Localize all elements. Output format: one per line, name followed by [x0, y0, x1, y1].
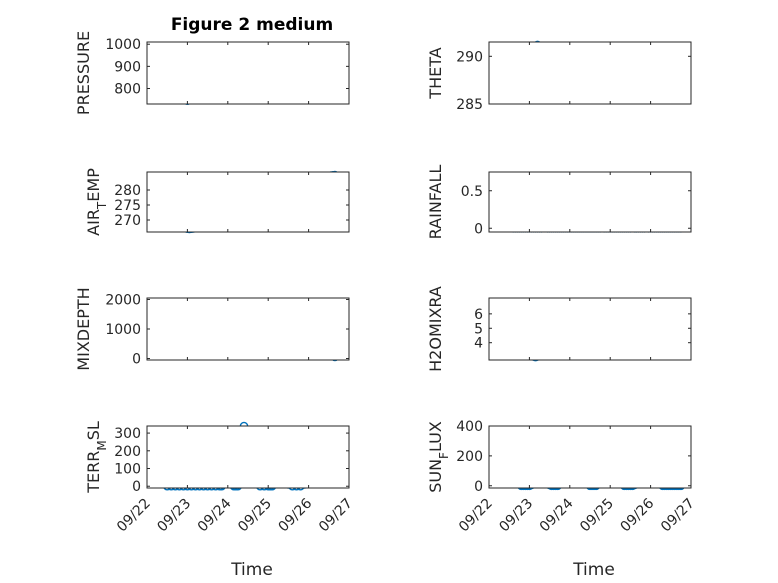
x-axis-label-left: Time — [230, 560, 273, 580]
y-tick-label: 0 — [474, 479, 483, 495]
y-tick-label: 300 — [114, 426, 141, 442]
y-axis-label: H2OMIXRA — [426, 286, 445, 372]
y-tick-label: 5 — [474, 321, 483, 337]
axes-frame — [488, 171, 692, 233]
y-tick-label: 800 — [114, 82, 141, 98]
y-axis-label: AIRTEMP — [84, 168, 109, 236]
y-tick-label: 200 — [114, 444, 141, 460]
y-tick-label: 1000 — [105, 322, 141, 338]
subplot-rainfall: 0 0.5 RAINFALL — [426, 165, 692, 240]
axes-frame — [146, 297, 350, 361]
subplot-theta: 285 290 THETA — [426, 40, 692, 113]
y-tick-label: 200 — [456, 449, 483, 465]
y-tick-label: 1000 — [105, 37, 141, 53]
y-tick-label: 0.5 — [461, 184, 483, 200]
y-axis-label: PRESSURE — [74, 31, 93, 115]
axes-frame — [146, 171, 350, 233]
y-tick-label: 4 — [474, 336, 483, 352]
y-tick-label: 0 — [132, 479, 141, 495]
y-tick-label: 0 — [132, 352, 141, 368]
y-tick-label: 6 — [474, 307, 483, 323]
axes-frame — [488, 425, 692, 489]
y-tick-label: 280 — [114, 183, 141, 199]
y-tick-label: 400 — [456, 419, 483, 435]
axes-frame — [146, 41, 350, 105]
y-axis-label: THETA — [426, 47, 445, 99]
y-tick-label: 275 — [114, 198, 141, 214]
x-axis-label-right: Time — [572, 560, 615, 580]
subplot-h2omixra: 456 H2OMIXRA — [426, 286, 692, 372]
y-axis-label: MIXDEPTH — [74, 287, 93, 370]
y-tick-label: 900 — [114, 59, 141, 75]
axes-frame — [488, 41, 692, 105]
axes-frame — [146, 425, 350, 489]
y-tick-label: 0 — [474, 221, 483, 237]
y-axis-label: RAINFALL — [426, 165, 445, 240]
y-tick-label: 100 — [114, 462, 141, 478]
y-tick-label: 290 — [456, 49, 483, 65]
axes-frame — [488, 297, 692, 361]
y-axis-label: SUNFLUX — [426, 421, 451, 493]
y-tick-label: 2000 — [105, 292, 141, 308]
subplot-pressure: 800 900 1000 PRESSURE — [74, 31, 350, 115]
subplot-mixdepth: 0 1000 2000 MIXDEPTH — [74, 287, 350, 371]
y-axis-label: TERRMSL — [84, 421, 109, 494]
figure-title: Figure 2 medium — [171, 15, 333, 35]
y-tick-label: 270 — [114, 213, 141, 229]
y-tick-label: 285 — [456, 97, 483, 113]
